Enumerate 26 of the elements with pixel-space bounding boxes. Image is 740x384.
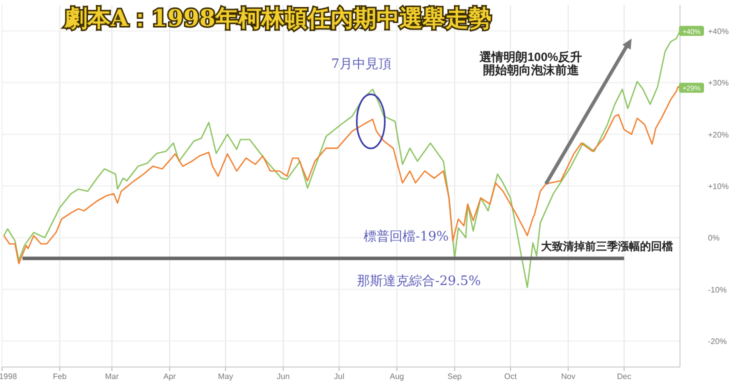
x-tick-label: Aug bbox=[390, 372, 404, 381]
x-tick-label: 1998 bbox=[0, 372, 18, 381]
x-tick-label: Jul bbox=[334, 372, 344, 381]
y-tick-label: +40% bbox=[708, 26, 729, 36]
x-tick-label: Sep bbox=[448, 372, 462, 381]
x-tick-label: Feb bbox=[52, 372, 68, 381]
y-tick-label: +10% bbox=[708, 182, 729, 191]
annotation: 選情明朗100%反升 bbox=[478, 50, 582, 64]
x-tick-label: Jun bbox=[276, 372, 290, 381]
annotation: 那斯達克綜合-29.5% bbox=[357, 274, 481, 290]
annotation: 大致清掉前三季漲幅的回檔 bbox=[541, 240, 674, 254]
y-tick-label: -20% bbox=[708, 337, 727, 346]
y-tick-label: +20% bbox=[708, 130, 729, 140]
x-tick-label: May bbox=[218, 372, 234, 381]
annotation: 標普回檔-19% bbox=[363, 228, 449, 244]
y-tick-label: 0% bbox=[708, 234, 720, 243]
x-tick-label: Mar bbox=[105, 372, 120, 381]
x-tick-label: Oct bbox=[504, 372, 518, 381]
x-tick-label: Nov bbox=[561, 372, 576, 381]
x-tick-label: Apr bbox=[163, 372, 176, 381]
annotation: 開始朝向泡沫前進 bbox=[482, 62, 580, 77]
x-tick-label: Dec bbox=[617, 372, 632, 381]
y-tick-label: -10% bbox=[708, 285, 727, 294]
chart-title: 劇本A：1998年柯林頓任內期中選舉走勢 bbox=[64, 5, 492, 32]
annotation: 7月中見頂 bbox=[331, 56, 392, 72]
y-tick-label: +30% bbox=[708, 78, 729, 88]
